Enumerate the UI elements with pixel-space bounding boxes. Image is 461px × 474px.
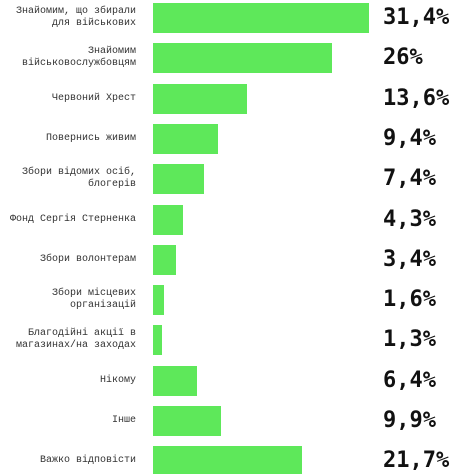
bar (153, 204, 183, 235)
value-label: 1,3% (383, 327, 436, 353)
category-label: Благодійні акції в магазинах/на заходах (15, 328, 136, 352)
category-label: Фонд Сергія Стерненка (9, 213, 136, 225)
bar (153, 43, 332, 74)
bar (153, 83, 247, 114)
category-label: Важко відповісти (39, 455, 136, 467)
value-label: 1,6% (383, 287, 436, 313)
value-label: 31,4% (383, 5, 450, 30)
bar (153, 164, 204, 195)
bar (153, 446, 303, 474)
category-label: Нікому (99, 374, 136, 386)
value-label: 13,6% (383, 85, 450, 111)
value-label: 4,3% (383, 206, 436, 232)
value-label: 21,7% (383, 448, 450, 474)
bar (153, 285, 164, 316)
bar (153, 244, 177, 275)
category-label: Повернись живим (45, 132, 136, 144)
category-label: Червоний Хрест (51, 92, 136, 104)
bar (153, 365, 198, 396)
category-label: Збори волонтерам (39, 253, 136, 265)
category-label: Знайомим, що збирали для військових (15, 6, 136, 29)
value-label: 9,4% (383, 125, 436, 151)
bar (153, 406, 222, 436)
category-label: Знайомим військовослужбовцям (21, 46, 136, 70)
bar (153, 123, 218, 154)
value-label: 26% (383, 45, 423, 71)
value-label: 9,9% (383, 408, 436, 433)
category-label: Збори відомих осіб, блогерів (21, 167, 136, 191)
category-label: Інше (111, 415, 136, 426)
value-label: 7,4% (383, 166, 436, 192)
value-label: 6,4% (383, 367, 436, 393)
value-label: 3,4% (383, 246, 436, 272)
bar (153, 325, 162, 356)
category-label: Збори місцевих організацій (51, 288, 136, 312)
bar (153, 3, 369, 33)
